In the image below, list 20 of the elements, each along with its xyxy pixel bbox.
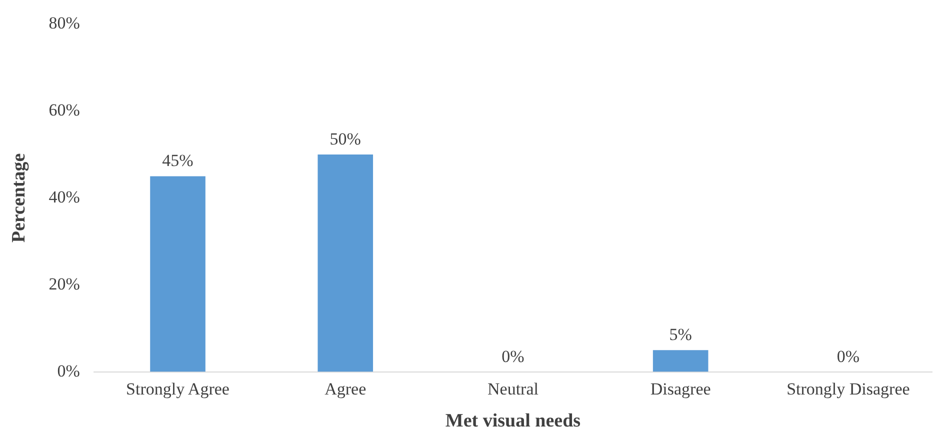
bar — [150, 176, 206, 372]
data-label: 0% — [502, 346, 524, 366]
x-tick-label: Disagree — [650, 379, 711, 398]
x-tick-label: Neutral — [487, 379, 539, 398]
bar — [652, 350, 708, 372]
y-tick-label: 0% — [57, 361, 80, 380]
x-tick-label: Agree — [324, 379, 366, 398]
data-label: 0% — [836, 346, 860, 366]
y-tick-label: 20% — [48, 274, 80, 294]
bar — [318, 154, 374, 372]
y-tick-label: 80% — [48, 14, 80, 33]
data-label: 50% — [330, 130, 361, 149]
y-axis-title: Percentage — [8, 153, 30, 243]
y-tick-label: 60% — [48, 100, 80, 120]
data-label: 5% — [669, 325, 692, 344]
x-tick-label: Strongly Agree — [126, 379, 230, 398]
data-label: 45% — [162, 151, 194, 170]
x-tick-label: Strongly Disagree — [786, 379, 910, 398]
x-axis-title: Met visual needs — [445, 410, 581, 432]
y-tick-label: 40% — [48, 187, 80, 206]
